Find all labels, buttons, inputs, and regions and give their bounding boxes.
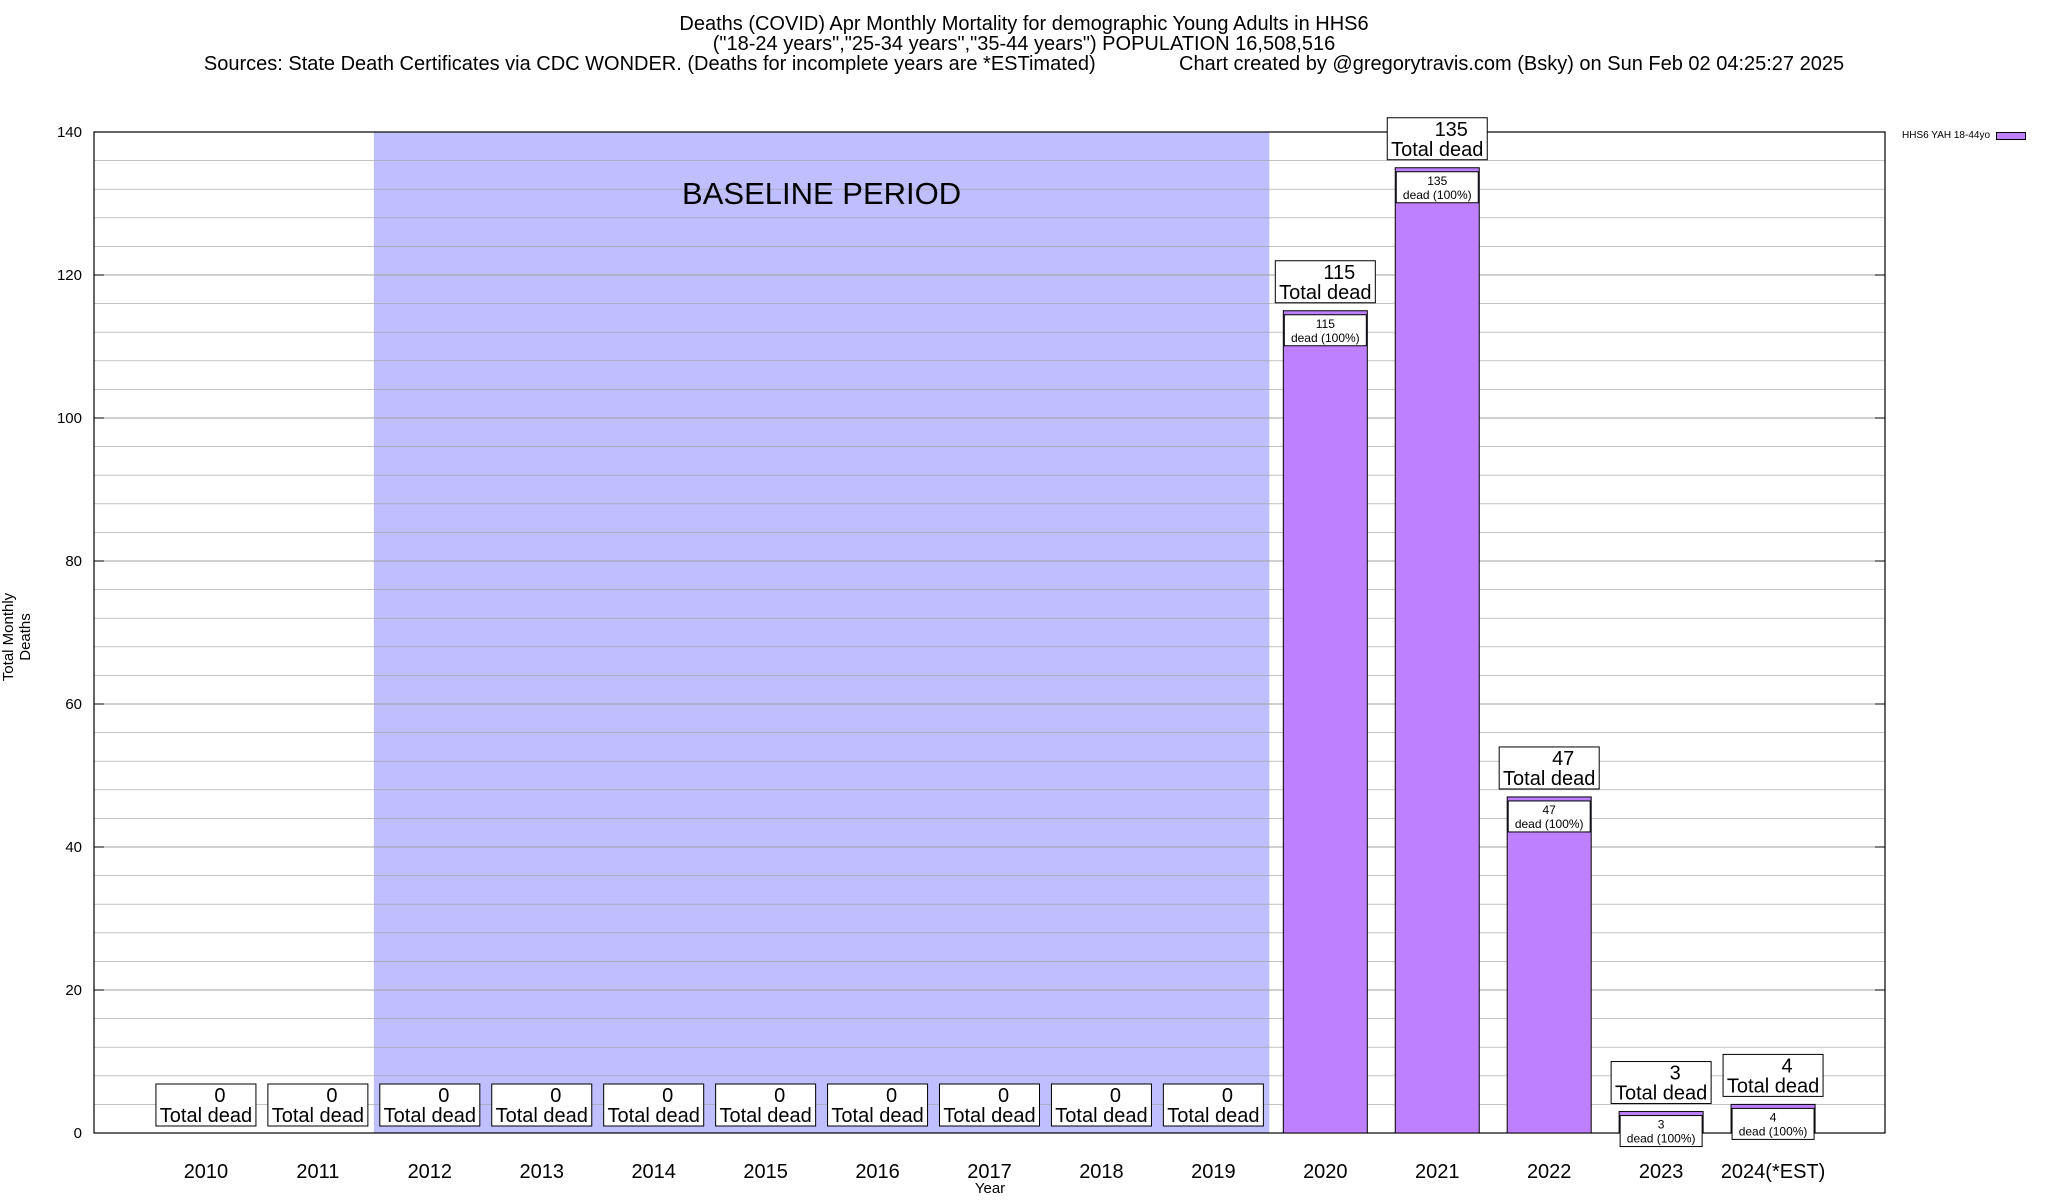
total-label-value: 0 (774, 1085, 785, 1107)
x-tick-label: 2012 (408, 1161, 453, 1183)
total-label-text: Total dead (160, 1105, 252, 1127)
total-label-text: Total dead (1391, 139, 1483, 161)
baseline-period-label: BASELINE PERIOD (682, 176, 961, 211)
x-tick-label: 2021 (1415, 1161, 1460, 1183)
total-label-box (267, 1083, 369, 1127)
y-tick-label: 40 (65, 839, 82, 856)
bar-label-box (1283, 314, 1367, 347)
total-label-value: 0 (886, 1085, 897, 1107)
total-label-value: 47 (1552, 748, 1574, 770)
total-label-value: 4 (1782, 1055, 1793, 1077)
x-tick-label: 2014 (631, 1161, 676, 1183)
total-label-box (1162, 1083, 1264, 1127)
y-tick-label: 60 (65, 696, 82, 713)
total-label-text: Total dead (1055, 1105, 1147, 1127)
legend-label: HHS6 YAH 18-44yo (1902, 130, 1991, 141)
total-label-value: 115 (1323, 262, 1355, 284)
y-tick-label: 140 (57, 124, 82, 141)
chart-title-line-3: Sources: State Death Certificates via CD… (203, 53, 1845, 75)
total-label-text: Total dead (831, 1105, 923, 1127)
total-label-box (491, 1083, 593, 1127)
x-tick-label: 2013 (520, 1161, 565, 1183)
total-label-text: Total dead (719, 1105, 811, 1127)
bar-label-text: dead (100%) (1627, 1132, 1696, 1146)
total-label-text: Total dead (1727, 1075, 1819, 1097)
total-label-box (1498, 746, 1600, 790)
bar-label-value: 135 (1427, 174, 1447, 188)
bar-label-value: 4 (1770, 1110, 1777, 1124)
bar-label-text: dead (100%) (1515, 817, 1584, 831)
x-axis-label: Year (974, 1180, 1006, 1197)
total-label-value: 0 (214, 1085, 225, 1107)
x-tick-label: 2022 (1527, 1161, 1572, 1183)
total-label-box (1050, 1083, 1152, 1127)
y-tick-label: 80 (65, 553, 82, 570)
x-tick-label: 2011 (296, 1161, 339, 1183)
total-label-value: 0 (1110, 1085, 1121, 1107)
total-label-text: Total dead (1615, 1083, 1707, 1105)
x-tick-label: 2019 (1191, 1161, 1236, 1183)
total-label-box (1386, 117, 1488, 161)
bar-label-box (1395, 171, 1479, 204)
x-tick-label: 2015 (743, 1161, 788, 1183)
bar-label-value: 47 (1543, 803, 1557, 817)
legend-swatch (1996, 131, 2027, 140)
total-label-text: Total dead (1279, 282, 1371, 304)
total-label-box (939, 1083, 1040, 1127)
total-label-box (827, 1083, 929, 1127)
total-label-value: 3 (1670, 1063, 1681, 1085)
plot-frame (93, 131, 1886, 1134)
y-axis-label: Total Monthly Deaths (0, 592, 34, 682)
bar (1506, 796, 1592, 1134)
x-tick-label: 2020 (1303, 1161, 1348, 1183)
x-tick-label: 2017 (967, 1161, 1012, 1183)
bar-label-text: dead (100%) (1739, 1124, 1808, 1138)
total-label-text: Total dead (1503, 768, 1595, 790)
bar-label-box (1507, 800, 1591, 833)
total-label-box (1274, 260, 1376, 304)
baseline-period-shade (373, 132, 1270, 1133)
legend: HHS6 YAH 18-44yo (1902, 130, 2027, 141)
total-label-box (715, 1083, 817, 1127)
total-label-value: 0 (326, 1085, 337, 1107)
total-label-box (1722, 1053, 1824, 1097)
bar-label-box (1619, 1115, 1703, 1148)
chart-title: Deaths (COVID) Apr Monthly Mortality for… (0, 14, 2048, 74)
x-tick-label: 2023 (1639, 1161, 1684, 1183)
bar (1394, 167, 1480, 1134)
total-label-text: Total dead (943, 1105, 1035, 1127)
y-tick-label: 0 (74, 1125, 82, 1142)
total-label-text: Total dead (608, 1105, 700, 1127)
y-tick-label: 120 (57, 267, 82, 284)
total-label-value: 0 (438, 1085, 449, 1107)
x-tick-label: 2016 (855, 1161, 900, 1183)
x-tick-label: 2010 (184, 1161, 229, 1183)
total-label-box (1610, 1061, 1712, 1105)
y-tick-label: 20 (65, 982, 82, 999)
chart-title-line-2: ("18-24 years","25-34 years","35-44 year… (712, 33, 1336, 55)
total-label-box (603, 1083, 705, 1127)
total-label-text: Total dead (1167, 1105, 1259, 1127)
y-tick-label: 100 (57, 410, 82, 427)
bar-label-value: 115 (1316, 317, 1335, 331)
total-label-text: Total dead (272, 1105, 364, 1127)
total-label-box (379, 1083, 481, 1127)
bar (1282, 310, 1368, 1134)
total-label-value: 0 (550, 1085, 561, 1107)
bar-label-text: dead (100%) (1291, 331, 1360, 345)
total-label-value: 0 (662, 1085, 673, 1107)
bar-label-value: 3 (1658, 1118, 1665, 1132)
total-label-box (155, 1083, 257, 1127)
total-label-value: 135 (1435, 119, 1468, 141)
total-label-text: Total dead (384, 1105, 476, 1127)
total-label-value: 0 (1222, 1085, 1233, 1107)
total-label-text: Total dead (496, 1105, 588, 1127)
chart-title-line-1: Deaths (COVID) Apr Monthly Mortality for… (679, 13, 1369, 35)
bar-label-box (1731, 1107, 1815, 1140)
x-tick-label: 2024(*EST) (1721, 1161, 1826, 1183)
total-label-value: 0 (998, 1085, 1009, 1107)
bar-label-text: dead (100%) (1403, 188, 1472, 202)
x-tick-label: 2018 (1079, 1161, 1124, 1183)
